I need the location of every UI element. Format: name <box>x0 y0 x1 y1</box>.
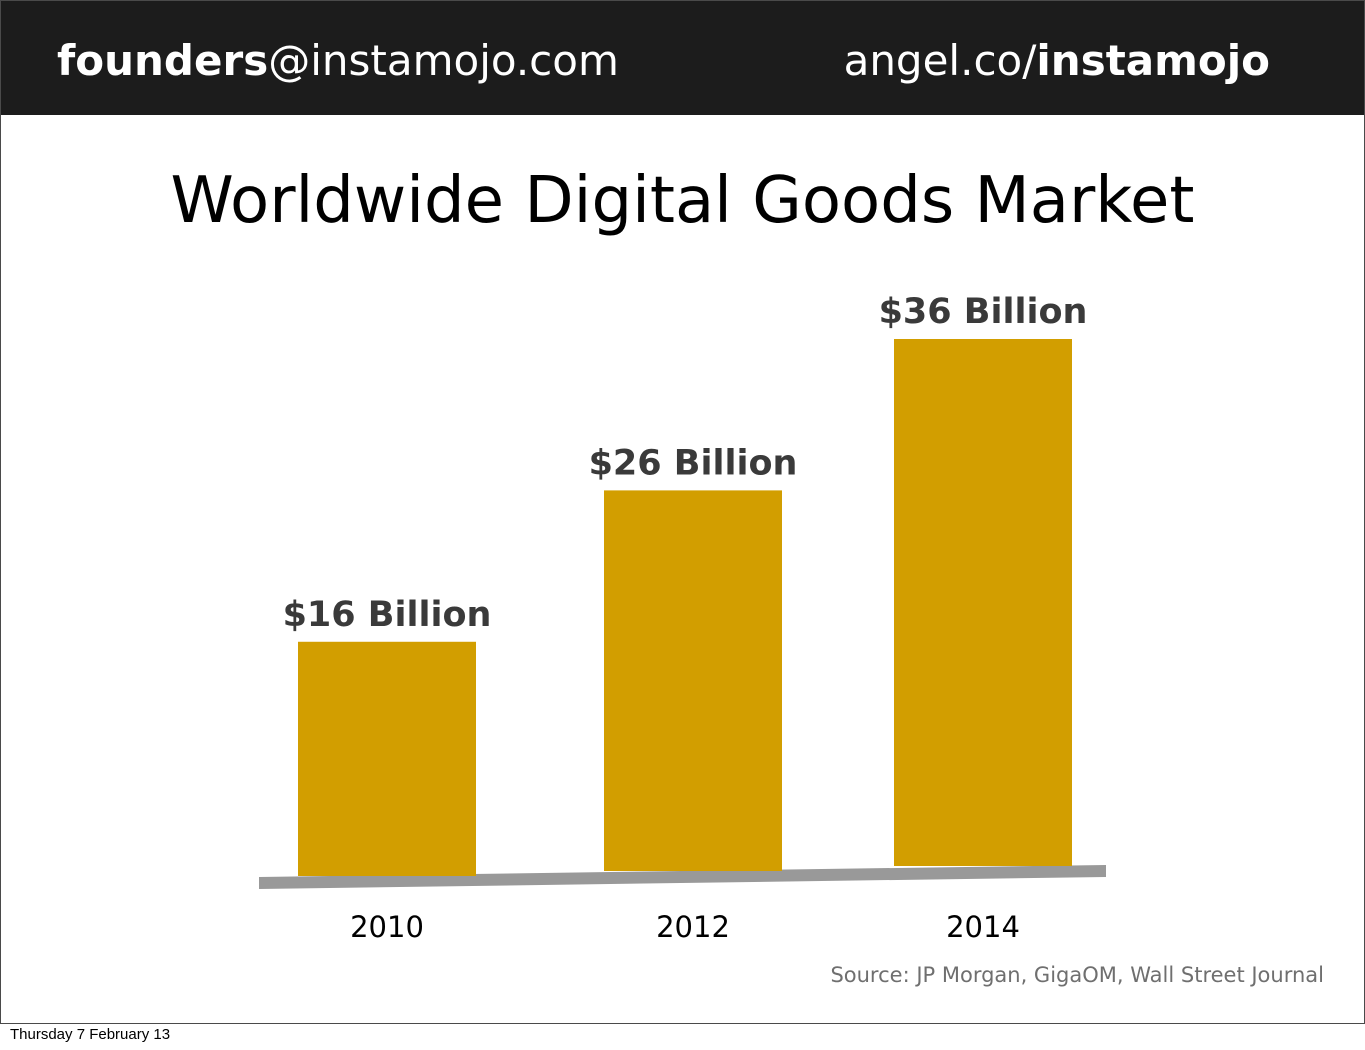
x-tick-2010: 2010 <box>350 910 424 944</box>
x-tick-2014: 2014 <box>946 910 1020 944</box>
data-label-2010: $16 Billion <box>283 595 492 635</box>
contact-email[interactable]: founders@instamojo.com <box>57 35 619 87</box>
email-name: founders <box>57 36 269 85</box>
slide: founders@instamojo.com angel.co/instamoj… <box>0 0 1365 1024</box>
header-bar: founders@instamojo.com angel.co/instamoj… <box>1 1 1364 115</box>
x-tick-2012: 2012 <box>656 910 730 944</box>
bar-2012 <box>604 490 782 871</box>
chart-title: Worldwide Digital Goods Market <box>170 164 1195 238</box>
bar-chart: $16 Billion 2010 $26 Billion 2012 $36 Billio… <box>259 292 1106 944</box>
angel-link[interactable]: angel.co/instamojo <box>844 35 1270 87</box>
angel-handle: instamojo <box>1036 36 1270 85</box>
chart-baseline <box>259 865 1106 889</box>
bar-2014 <box>894 339 1072 866</box>
footer-date: Thursday 7 February 13 <box>10 1026 171 1043</box>
source-note: Source: JP Morgan, GigaOM, Wall Street J… <box>830 963 1324 987</box>
angel-prefix: angel.co/ <box>843 36 1037 85</box>
bar-2010 <box>298 641 476 876</box>
email-domain: @instamojo.com <box>268 36 619 85</box>
data-label-2014: $36 Billion <box>879 292 1088 332</box>
data-label-2012: $26 Billion <box>589 443 798 483</box>
